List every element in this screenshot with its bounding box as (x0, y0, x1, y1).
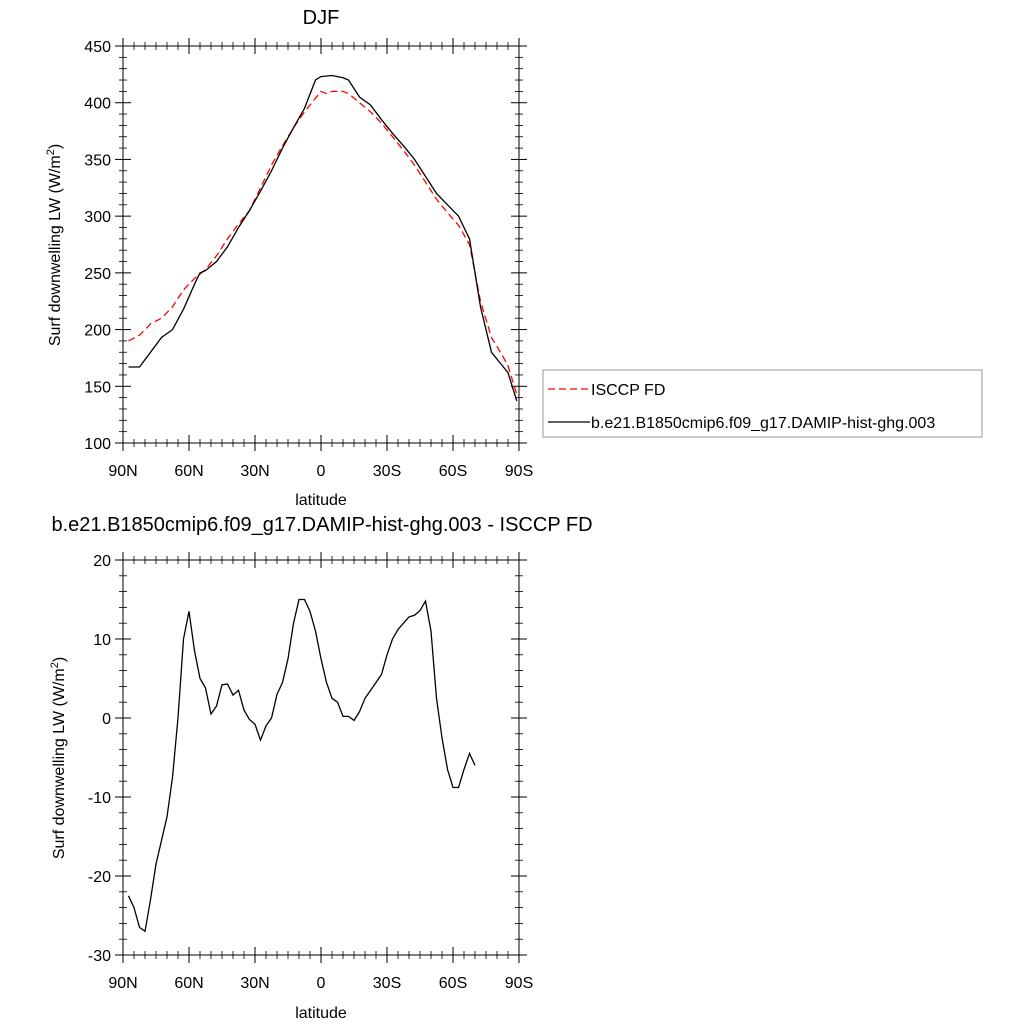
x-tick-label: 90S (505, 975, 533, 992)
series-line-model (128, 74, 518, 402)
legend-box (542, 369, 983, 438)
tick-marks (115, 552, 527, 963)
chart-title: DJF (303, 7, 340, 29)
series-layer (127, 598, 476, 933)
x-tick-label: 60S (439, 463, 467, 480)
series-layer (128, 74, 518, 402)
chart-title-diff: b.e21.B1850cmip6.f09_g17.DAMIP-hist-ghg.… (51, 514, 592, 536)
y-tick-label: 200 (84, 323, 111, 340)
y-tick-label: -10 (88, 790, 111, 807)
x-tick-label: 90N (108, 463, 137, 480)
legend-label-isccp: ISCCP FD (591, 382, 665, 399)
y-tick-labels: -30 -20 -10 0 10 20 (88, 553, 111, 965)
y-axis-label: Surf downwelling LW (W/m2) (49, 657, 68, 859)
plot-frame (122, 559, 520, 956)
y-tick-label: 250 (84, 266, 111, 283)
legend-label-model: b.e21.B1850cmip6.f09_g17.DAMIP-hist-ghg.… (591, 415, 935, 432)
series-line-difference (127, 598, 476, 933)
x-tick-label: 0 (317, 463, 326, 480)
x-tick-label: 30S (373, 463, 401, 480)
x-tick-label: 90S (505, 463, 533, 480)
x-tick-label: 30S (373, 975, 401, 992)
plot-frame (122, 45, 520, 444)
y-tick-label: 450 (84, 39, 111, 56)
panel-bottom: b.e21.B1850cmip6.f09_g17.DAMIP-hist-ghg.… (49, 514, 593, 1022)
y-tick-label: -30 (88, 948, 111, 965)
y-tick-label: 150 (84, 379, 111, 396)
y-tick-label: 0 (102, 711, 111, 728)
x-axis-label: latitude (295, 1005, 347, 1022)
tick-marks (115, 38, 527, 451)
x-tick-label: 90N (108, 975, 137, 992)
x-axis-label: latitude (295, 492, 347, 509)
y-axis-label: Surf downwelling LW (W/m2) (45, 144, 64, 346)
x-tick-label: 30N (240, 975, 269, 992)
series-line-isccp-fd (128, 90, 518, 395)
x-tick-labels: 90N 60N 30N 0 30S 60S 90S (108, 463, 533, 480)
y-tick-label: -20 (88, 869, 111, 886)
x-tick-labels: 90N 60N 30N 0 30S 60S 90S (108, 975, 533, 992)
y-tick-labels: 100 150 200 250 300 350 400 450 (84, 39, 111, 453)
y-tick-label: 100 (84, 436, 111, 453)
x-tick-label: 30N (240, 463, 269, 480)
x-tick-label: 0 (317, 975, 326, 992)
y-tick-label: 300 (84, 209, 111, 226)
x-tick-label: 60S (439, 975, 467, 992)
x-tick-label: 60N (174, 975, 203, 992)
y-tick-label: 350 (84, 152, 111, 169)
x-tick-label: 60N (174, 463, 203, 480)
y-tick-label: 20 (93, 553, 111, 570)
panel-top: DJF 100 150 200 250 300 350 400 450 90N 60N 30N 0 3… (45, 7, 983, 509)
y-tick-label: 10 (93, 632, 111, 649)
y-tick-label: 400 (84, 96, 111, 113)
legend: ISCCP FD b.e21.B1850cmip6.f09_g17.DAMIP-… (542, 369, 983, 438)
